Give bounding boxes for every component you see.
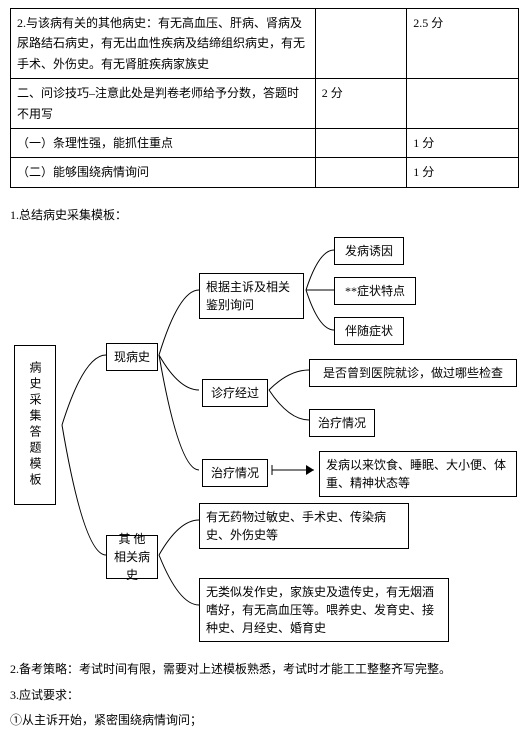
cell: 2 分	[315, 79, 406, 129]
cell	[407, 79, 519, 129]
table-row: 二、问诊技巧–注意此处是判卷老师给予分数，答题时不用写 2 分	[11, 79, 519, 129]
table-row: （二）能够围绕病情询问 1 分	[11, 158, 519, 187]
node-symptom-feature: **症状特点	[334, 277, 416, 305]
cell	[315, 158, 406, 187]
cell: （一）条理性强，能抓住重点	[11, 128, 316, 157]
node-diag-process: 诊疗经过	[202, 379, 268, 407]
cell: 1 分	[407, 128, 519, 157]
cell: 2.与该病有关的其他病史：有无高血压、肝病、肾病及尿路结石病史，有无出血性疾病及…	[11, 9, 316, 79]
notes-section: 2.备考策略：考试时间有限，需要对上述模板熟悉，考试时才能工工整整齐写完整。 3…	[10, 659, 519, 732]
node-hospital-visit: 是否曾到医院就诊，做过哪些检查	[309, 359, 517, 387]
cell: 二、问诊技巧–注意此处是判卷老师给予分数，答题时不用写	[11, 79, 316, 129]
table-row: （一）条理性强，能抓住重点 1 分	[11, 128, 519, 157]
template-diagram: 病史采集答题模板 现病史 其 他 相关病史 根据主诉及相关鉴别询问 发病诱因 *…	[14, 235, 519, 655]
cell: （二）能够围绕病情询问	[11, 158, 316, 187]
root-node: 病史采集答题模板	[14, 345, 56, 505]
node-other-1: 有无药物过敏史、手术史、传染病史、外伤史等	[199, 503, 409, 549]
cell	[315, 128, 406, 157]
cell: 1 分	[407, 158, 519, 187]
table-row: 2.与该病有关的其他病史：有无高血压、肝病、肾病及尿路结石病史，有无出血性疾病及…	[11, 9, 519, 79]
node-chief-complaint: 根据主诉及相关鉴别询问	[199, 273, 304, 319]
node-current-history: 现病史	[106, 343, 158, 371]
node-treat-status-2: 治疗情况	[202, 459, 268, 487]
note-requirement-title: 3.应试要求：	[10, 685, 519, 707]
node-onset-cause: 发病诱因	[334, 237, 404, 265]
section-title-1: 1.总结病史采集模板：	[10, 206, 519, 225]
cell	[315, 9, 406, 79]
node-since-onset: 发病以来饮食、睡眠、大小便、体重、精神状态等	[319, 451, 517, 497]
node-accompany: 伴随症状	[334, 317, 404, 345]
score-table: 2.与该病有关的其他病史：有无高血压、肝病、肾病及尿路结石病史，有无出血性疾病及…	[10, 8, 519, 188]
node-treat-status-1: 治疗情况	[309, 409, 375, 437]
node-other-history: 其 他 相关病史	[106, 535, 158, 579]
cell: 2.5 分	[407, 9, 519, 79]
note-strategy: 2.备考策略：考试时间有限，需要对上述模板熟悉，考试时才能工工整整齐写完整。	[10, 659, 519, 681]
note-requirement-1: ①从主诉开始，紧密围绕病情询问；	[10, 710, 519, 732]
node-other-2: 无类似发作史，家族史及遗传史，有无烟酒嗜好，有无高血压等。喂养史、发育史、接种史…	[199, 578, 449, 642]
